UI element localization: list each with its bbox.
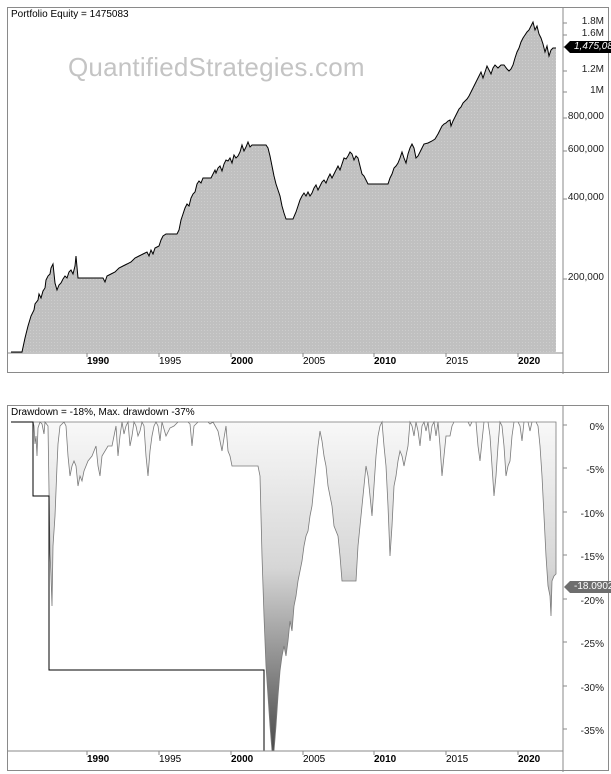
equity-y-tick-label: 1M xyxy=(590,85,604,96)
drawdown-x-tick-label: 2020 xyxy=(518,754,541,765)
watermark-text: QuantifiedStrategies.com xyxy=(68,52,365,82)
drawdown-y-tick-label: -5% xyxy=(586,465,604,476)
equity-last-value-marker: 1,475,083 xyxy=(564,41,611,53)
drawdown-chart-panel: Drawdown = -18%, Max. drawdown -37% xyxy=(7,405,609,772)
drawdown-x-ticks xyxy=(86,751,519,755)
equity-x-tick-label: 2010 xyxy=(374,356,397,367)
drawdown-y-ticks xyxy=(563,424,567,730)
equity-y-tick-label: 1.2M xyxy=(581,64,604,75)
equity-x-tick-label: 2015 xyxy=(446,356,469,367)
equity-x-tick-label: 1995 xyxy=(159,356,182,367)
drawdown-area xyxy=(11,420,557,752)
equity-y-tick-label: 1.8M xyxy=(581,16,604,27)
drawdown-y-tick-label: 0% xyxy=(589,422,604,433)
equity-y-tick-label: 400,000 xyxy=(567,192,604,203)
drawdown-x-tick-label: 1995 xyxy=(159,754,182,765)
drawdown-y-tick-label: -35% xyxy=(580,726,604,737)
max-drawdown-line xyxy=(11,421,556,752)
equity-y-tick-label: 200,000 xyxy=(567,272,604,283)
equity-y-tick-label: 800,000 xyxy=(567,111,604,122)
equity-y-tick-label: 600,000 xyxy=(567,144,604,155)
drawdown-y-tick-label: -10% xyxy=(580,509,604,520)
equity-chart-panel: Portfolio Equity = 1475083 QuantifiedStr… xyxy=(7,7,609,374)
drawdown-x-tick-label: 2010 xyxy=(374,754,397,765)
drawdown-y-tick-label: -20% xyxy=(580,596,604,607)
drawdown-x-tick-label: 1990 xyxy=(87,754,110,765)
drawdown-x-tick-label: 2005 xyxy=(303,754,326,765)
equity-x-tick-label: 2000 xyxy=(231,356,254,367)
equity-x-ticks xyxy=(86,353,519,357)
drawdown-y-tick-label: -15% xyxy=(580,552,604,563)
drawdown-title: Drawdown = -18%, Max. drawdown -37% xyxy=(11,407,195,418)
equity-x-tick-label: 1990 xyxy=(87,356,110,367)
drawdown-y-tick-label: -25% xyxy=(580,639,604,650)
drawdown-x-tick-label: 2000 xyxy=(231,754,254,765)
drawdown-chart-svg xyxy=(8,406,567,772)
equity-title: Portfolio Equity = 1475083 xyxy=(11,9,129,20)
drawdown-last-value-marker: -18.0902 xyxy=(563,581,611,593)
equity-y-tick-label: 1.6M xyxy=(581,28,604,39)
equity-area xyxy=(11,22,556,352)
equity-chart-svg xyxy=(8,8,567,374)
drawdown-y-tick-label: -30% xyxy=(580,683,604,694)
equity-x-tick-label: 2020 xyxy=(518,356,541,367)
drawdown-x-tick-label: 2015 xyxy=(446,754,469,765)
equity-x-tick-label: 2005 xyxy=(303,356,326,367)
equity-line xyxy=(11,20,556,353)
